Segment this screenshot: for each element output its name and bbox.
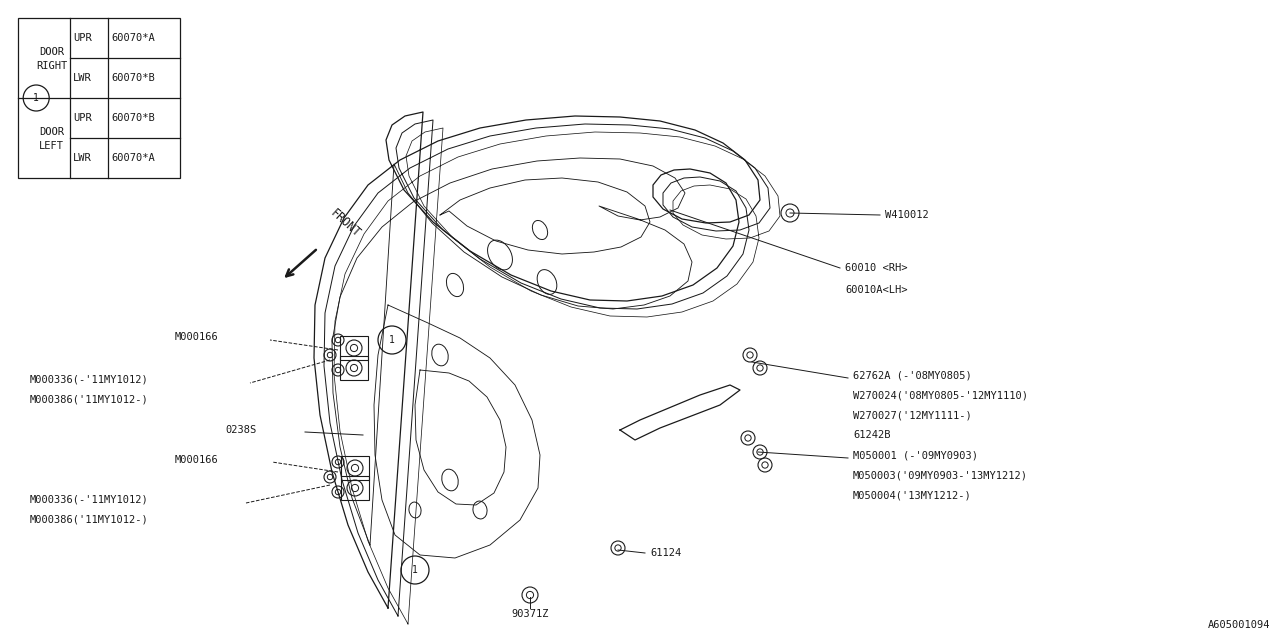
Bar bbox=[340, 476, 369, 500]
Text: M050004('13MY1212-): M050004('13MY1212-) bbox=[852, 490, 972, 500]
Text: 61242B: 61242B bbox=[852, 430, 891, 440]
Text: M000166: M000166 bbox=[175, 455, 219, 465]
Text: 60010A<LH>: 60010A<LH> bbox=[845, 285, 908, 295]
Text: M000336(-'11MY1012): M000336(-'11MY1012) bbox=[29, 495, 148, 505]
Text: M000386('11MY1012-): M000386('11MY1012-) bbox=[29, 395, 148, 405]
Bar bbox=[18, 18, 180, 178]
Text: M000336(-'11MY1012): M000336(-'11MY1012) bbox=[29, 375, 148, 385]
Text: LEFT: LEFT bbox=[40, 141, 64, 151]
Text: 60070*B: 60070*B bbox=[111, 113, 155, 123]
Text: M000386('11MY1012-): M000386('11MY1012-) bbox=[29, 515, 148, 525]
Text: 60070*A: 60070*A bbox=[111, 153, 155, 163]
Text: M000166: M000166 bbox=[175, 332, 219, 342]
Text: UPR: UPR bbox=[73, 113, 92, 123]
Text: 62762A (-'08MY0805): 62762A (-'08MY0805) bbox=[852, 370, 972, 380]
Text: A605001094: A605001094 bbox=[1207, 620, 1270, 630]
Bar bbox=[340, 456, 369, 480]
Text: RIGHT: RIGHT bbox=[36, 61, 68, 71]
Text: 0238S: 0238S bbox=[225, 425, 256, 435]
Text: 1: 1 bbox=[33, 93, 40, 103]
Text: FRONT: FRONT bbox=[328, 207, 364, 240]
Text: M050003('09MY0903-'13MY1212): M050003('09MY0903-'13MY1212) bbox=[852, 470, 1028, 480]
Text: LWR: LWR bbox=[73, 73, 92, 83]
Text: 60010 <RH>: 60010 <RH> bbox=[845, 263, 908, 273]
Text: 60070*B: 60070*B bbox=[111, 73, 155, 83]
Text: 60070*A: 60070*A bbox=[111, 33, 155, 43]
Bar bbox=[340, 336, 369, 360]
Text: W270027('12MY1111-): W270027('12MY1111-) bbox=[852, 410, 972, 420]
Text: LWR: LWR bbox=[73, 153, 92, 163]
Text: DOOR: DOOR bbox=[40, 47, 64, 57]
Text: W270024('08MY0805-'12MY1110): W270024('08MY0805-'12MY1110) bbox=[852, 390, 1028, 400]
Text: DOOR: DOOR bbox=[40, 127, 64, 137]
Text: W410012: W410012 bbox=[884, 210, 929, 220]
Text: UPR: UPR bbox=[73, 33, 92, 43]
Text: 90371Z: 90371Z bbox=[511, 609, 549, 619]
Text: 1: 1 bbox=[389, 335, 396, 345]
Text: M050001 (-'09MY0903): M050001 (-'09MY0903) bbox=[852, 450, 978, 460]
Bar bbox=[340, 356, 369, 380]
Text: 1: 1 bbox=[412, 565, 419, 575]
Text: 61124: 61124 bbox=[650, 548, 681, 558]
